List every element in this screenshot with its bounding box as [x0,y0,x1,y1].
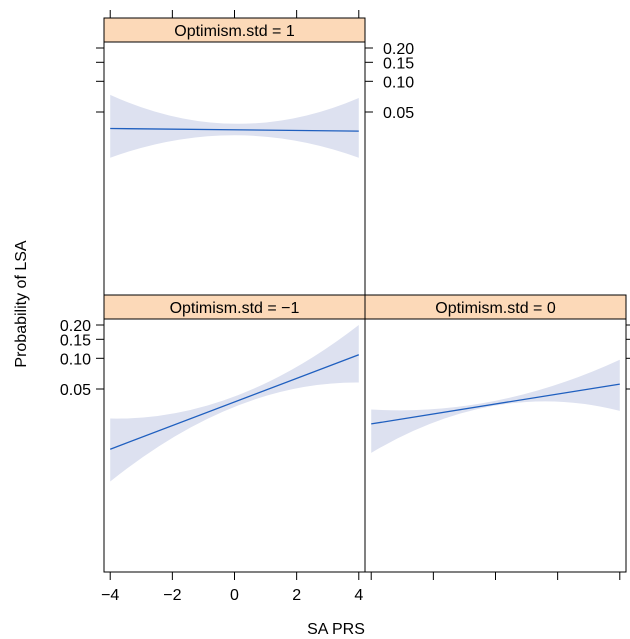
confidence-bands [110,94,620,482]
x-tick-label: 0 [230,587,239,604]
confidence-band [110,325,359,482]
fit-line [109,354,360,450]
fit-lines [109,127,620,450]
fit-line [110,127,359,132]
panel-strip [364,294,627,320]
y-tick-label: 0.10 [383,74,414,91]
panel-strip [103,17,366,43]
x-tick-label: 4 [354,587,363,604]
y-tick-label: 0.15 [383,55,414,72]
y-tick-label: 0.05 [60,382,91,399]
x-tick-label: 2 [292,587,301,604]
panel-frame [103,41,366,296]
x-axis-title: SA PRS [307,621,365,638]
panel-strips: Optimism.std = 1 Optimism.std = −1 Optimis… [103,17,627,320]
panel-frame [364,318,627,573]
y-tick-label: 0.20 [383,41,414,58]
confidence-band [371,359,620,453]
confidence-band [110,94,359,158]
fit-line [371,383,620,425]
y-tick-label: 0.20 [60,318,91,335]
y-axis-title: Probability of LSA [13,240,30,368]
y-tick-label: 0.10 [60,351,91,368]
panel-strip [103,294,366,320]
axes: 0.200.200.150.150.100.100.050.05−4 −2 0 2 4 [60,10,630,604]
x-tick-label: −2 [163,587,181,604]
strip-label: Optimism.std = −1 [170,300,300,317]
y-tick-label: 0.05 [383,105,414,122]
strip-label: Optimism.std = 1 [174,23,295,40]
y-tick-label: 0.15 [60,332,91,349]
strip-label: Optimism.std = 0 [435,300,556,317]
x-tick-label: −4 [101,587,119,604]
